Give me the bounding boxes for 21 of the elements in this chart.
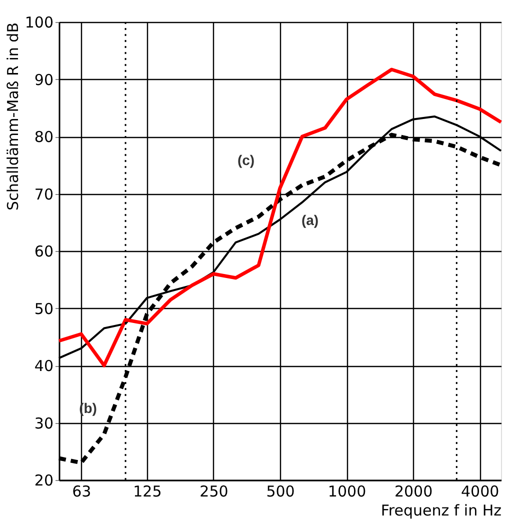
- annotation: (a): [301, 212, 319, 228]
- x-axis-title: Frequenz f in Hz: [380, 502, 502, 520]
- y-tick-label: 70: [34, 185, 54, 204]
- x-tick-label: 4000: [460, 482, 500, 500]
- y-tick-label: 40: [34, 357, 54, 375]
- y-tick-label: 90: [34, 70, 54, 89]
- x-tick-label: 125: [133, 482, 162, 500]
- annotation: (c): [237, 152, 255, 168]
- y-tick-label: 50: [34, 300, 54, 318]
- y-tick-label: 20: [34, 472, 54, 490]
- x-tick-label: 1000: [328, 482, 366, 500]
- x-tick-label: 250: [200, 482, 228, 500]
- y-tick-label: 80: [34, 128, 54, 146]
- y-tick-label: 60: [34, 242, 54, 260]
- x-tick-label: 63: [72, 482, 92, 500]
- line-series: [57, 68, 503, 368]
- x-tick-label: 500: [266, 482, 295, 500]
- y-tick-label: 100: [24, 14, 54, 32]
- x-tick-label: 2000: [394, 482, 433, 500]
- y-axis-title: Schalldämm-Maß R in dB: [4, 22, 22, 210]
- y-tick-label: 30: [34, 414, 54, 432]
